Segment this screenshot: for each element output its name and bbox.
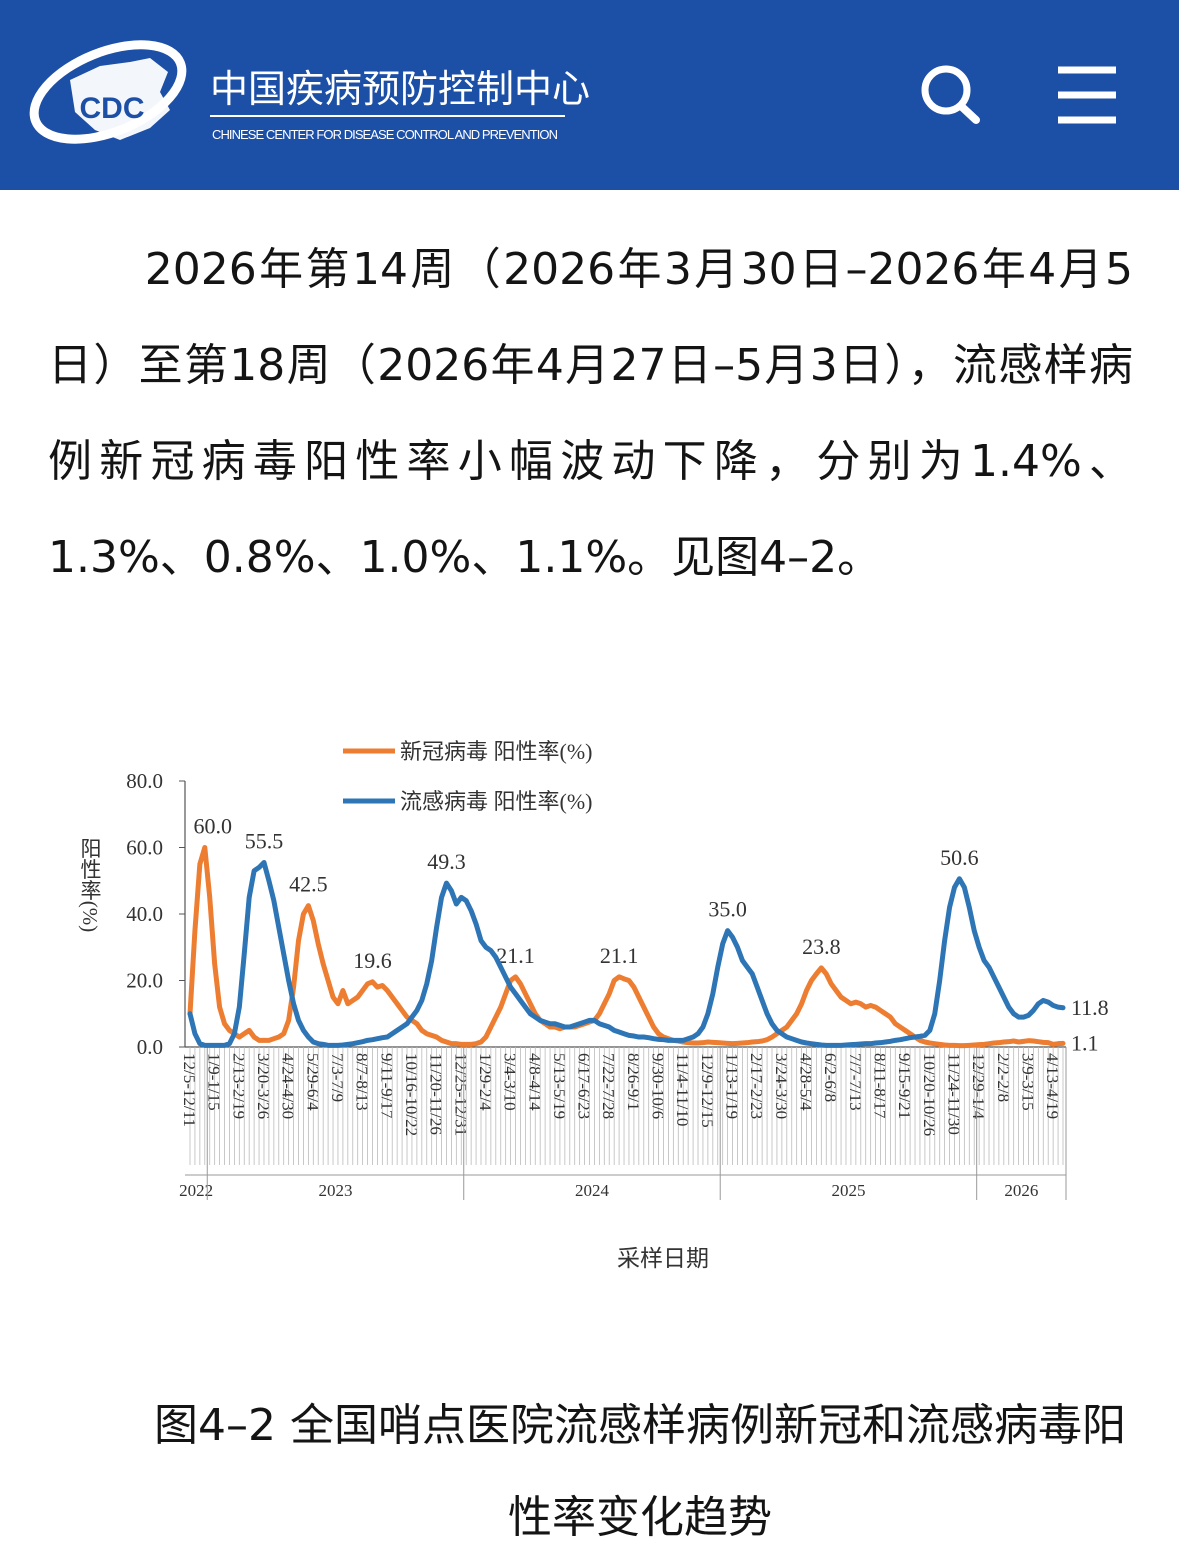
x-tick-label: 3/9-3/15 (1018, 1053, 1037, 1111)
x-group-label: 2022 (179, 1181, 213, 1200)
x-tick-label: 7/3-7/9 (328, 1053, 347, 1102)
x-group-label: 2023 (319, 1181, 353, 1200)
x-tick-label: 10/20-10/26 (920, 1053, 939, 1136)
x-tick-label: 1/29-2/4 (476, 1053, 495, 1111)
x-tick-label: 9/30-10/6 (649, 1053, 668, 1119)
menu-button[interactable] (1058, 66, 1116, 124)
logo[interactable]: CDC (21, 26, 196, 159)
x-tick-label: 3/20-3/26 (254, 1053, 273, 1119)
y-tick-label: 80.0 (126, 769, 163, 793)
site-subtitle: CHINESE CENTER FOR DISEASE CONTROL AND P… (212, 127, 558, 142)
x-tick-label: 1/13-1/19 (723, 1053, 742, 1119)
y-tick-label: 0.0 (137, 1035, 163, 1059)
x-group-label: 2024 (575, 1181, 610, 1200)
logo-text: CDC (80, 92, 145, 125)
x-tick-label: 7/7-7/13 (846, 1053, 865, 1111)
x-tick-label: 12/5-12/11 (180, 1053, 199, 1127)
y-tick-label: 40.0 (126, 902, 163, 926)
data-label: 49.3 (427, 849, 466, 874)
x-axis-label: 采样日期 (617, 1246, 709, 1271)
search-handle (957, 102, 980, 124)
body-text: 2026年第14周（2026年3月30日–2026年4月5日）至第18周（202… (48, 244, 1133, 583)
data-label: 11.8 (1071, 995, 1109, 1020)
search-icon (921, 65, 971, 115)
x-tick-label: 3/24-3/30 (772, 1053, 791, 1119)
x-group-label: 2025 (831, 1181, 865, 1200)
x-tick-label: 12/9-12/15 (698, 1053, 717, 1128)
x-tick-label: 4/28-5/4 (797, 1053, 816, 1111)
x-tick-label: 5/29-6/4 (303, 1053, 322, 1111)
x-tick-label: 12/25-12/31 (451, 1053, 470, 1136)
data-label: 50.6 (940, 845, 979, 870)
x-group-label: 2026 (1004, 1181, 1038, 1200)
x-tick-label: 10/16-10/22 (402, 1053, 421, 1136)
x-tick-label: 2/2-2/8 (994, 1053, 1013, 1102)
logo-map (70, 58, 170, 140)
x-tick-label: 1/9-1/15 (205, 1053, 224, 1111)
x-tick-label: 12/29-1/4 (969, 1053, 988, 1120)
x-tick-label: 2/17-2/23 (747, 1053, 766, 1119)
x-tick-label: 4/24-4/30 (279, 1053, 298, 1119)
chart: 0.0 20.0 40.0 60.0 80.0 阳性率(%) 12/5-12/11 1/9-1… (78, 739, 1109, 1271)
figure-caption: 图4–2 全国哨点医院流感样病例新冠和流感病毒阳性率变化趋势 (154, 1400, 1126, 1543)
data-label: 1.1 (1071, 1030, 1099, 1055)
x-tick-label: 11/4-11/10 (673, 1053, 692, 1126)
x-tick-label: 7/22-7/28 (599, 1053, 618, 1119)
x-tick-label: 6/17-6/23 (575, 1053, 594, 1119)
x-tick-label: 3/4-3/10 (501, 1053, 520, 1111)
data-label: 21.1 (496, 943, 535, 968)
data-label: 21.1 (600, 943, 639, 968)
x-tick-label: 4/8-4/14 (525, 1053, 544, 1111)
x-tick-label: 6/2-6/8 (821, 1053, 840, 1102)
x-tick-label: 8/11-8/17 (871, 1053, 890, 1119)
data-label: 23.8 (802, 934, 841, 959)
legend-label: 新冠病毒 阳性率(%) (400, 739, 592, 764)
x-tick-label: 4/13-4/19 (1043, 1053, 1062, 1119)
x-tick-label: 11/20-11/26 (427, 1053, 446, 1135)
site-title: 中国疾病预防控制中心 (210, 67, 590, 111)
x-tick-label: 11/24-11/30 (944, 1053, 963, 1135)
data-label: 35.0 (708, 897, 747, 922)
data-label: 42.5 (289, 872, 328, 897)
data-label: 60.0 (194, 814, 233, 839)
data-label: 19.6 (353, 948, 392, 973)
x-tick-label: 2/13-2/19 (229, 1053, 248, 1119)
y-axis-label: 阳性率(%) (78, 838, 102, 932)
search-button[interactable] (921, 65, 980, 124)
header: CDC 中国疾病预防控制中心 CHINESE CENTER FOR DISEAS… (0, 0, 1179, 190)
series-line (187, 859, 1066, 1048)
legend-label: 流感病毒 阳性率(%) (400, 789, 592, 814)
y-tick-label: 20.0 (126, 969, 163, 993)
x-tick-label: 9/15-9/21 (895, 1053, 914, 1119)
x-tick-label: 5/13-5/19 (550, 1053, 569, 1119)
data-label: 55.5 (245, 828, 284, 853)
y-tick-label: 60.0 (126, 836, 163, 860)
x-tick-label: 9/11-9/17 (377, 1053, 396, 1119)
x-tick-label: 8/7-8/13 (353, 1053, 372, 1111)
x-tick-label: 8/26-9/1 (624, 1053, 643, 1111)
